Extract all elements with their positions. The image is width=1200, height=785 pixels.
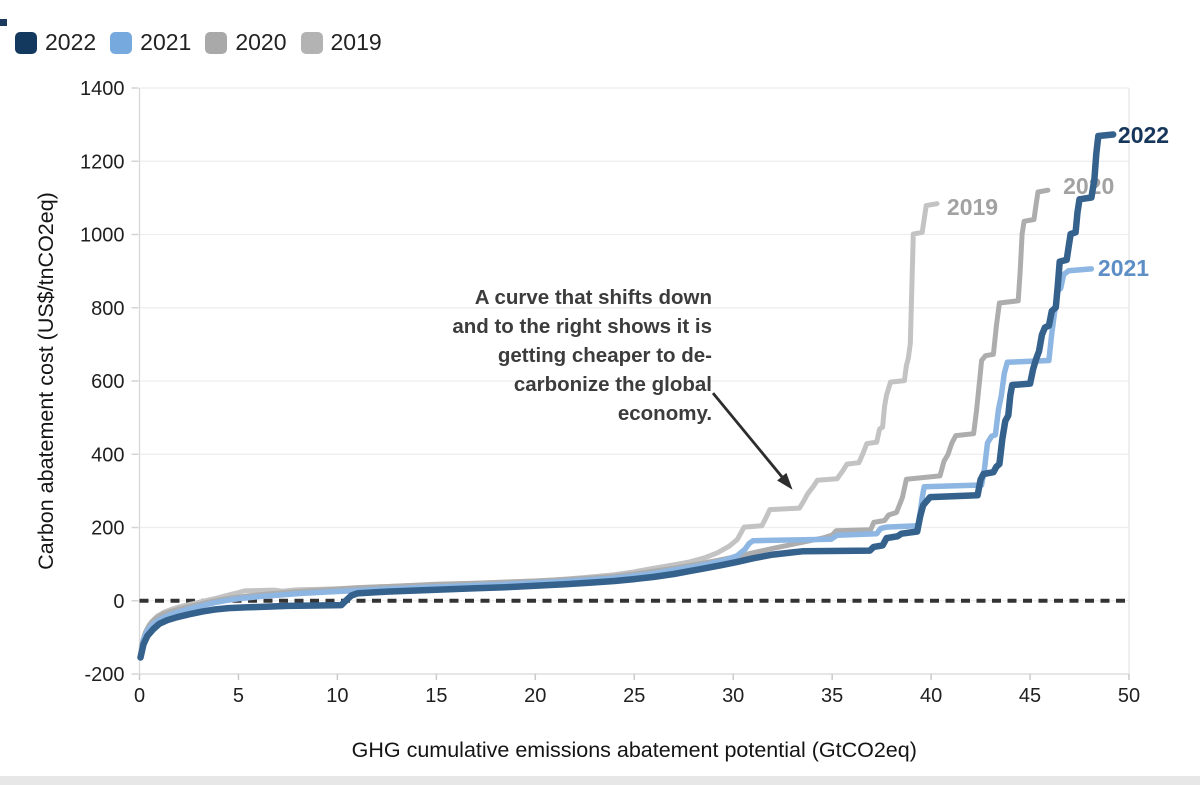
y-tick-label-400: 400 — [91, 444, 124, 466]
bottom-strip — [0, 776, 1200, 785]
legend-item-2020: 2020 — [205, 29, 287, 55]
series-line-2021 — [137, 266, 1095, 661]
curve-label-2021: 2021 — [1098, 255, 1149, 281]
corner-mark — [0, 19, 7, 26]
legend-swatch-2022 — [15, 31, 37, 54]
y-tick-label-0: 0 — [113, 591, 124, 613]
x-tick-label-5: 5 — [233, 685, 244, 707]
annotation-arrowhead — [777, 472, 793, 490]
y-tick-label-1200: 1200 — [80, 151, 125, 173]
y-tick-label-1400: 1400 — [80, 78, 125, 100]
legend-swatch-2020 — [205, 31, 228, 54]
x-tick-label-50: 50 — [1118, 685, 1140, 707]
y-tick-label-200: 200 — [91, 518, 124, 540]
x-tick-label-10: 10 — [326, 685, 348, 707]
legend-swatch-2019 — [300, 31, 323, 54]
legend-label-2021: 2021 — [140, 29, 192, 55]
y-tick-label-800: 800 — [91, 298, 124, 320]
x-tick-label-35: 35 — [821, 685, 843, 707]
series-line-2022 — [137, 131, 1117, 661]
annotation-arrow-line — [711, 392, 788, 484]
annotation-line-2: and to the right shows it is — [452, 315, 712, 338]
chart-legend: 2022 2021 2020 2019 — [15, 31, 382, 54]
annotation-line-1: A curve that shifts down — [475, 286, 712, 309]
x-tick-label-40: 40 — [920, 685, 942, 707]
legend-label-2020: 2020 — [235, 29, 287, 55]
x-tick-label-15: 15 — [425, 685, 447, 707]
legend-label-2022: 2022 — [45, 29, 97, 55]
y-tick-label-1000: 1000 — [80, 225, 125, 247]
annotation-line-4: carbonize the global — [514, 373, 712, 396]
x-tick-label-45: 45 — [1019, 685, 1041, 707]
x-axis-title: GHG cumulative emissions abatement poten… — [352, 738, 917, 762]
x-tick-label-20: 20 — [524, 685, 546, 707]
legend-item-2021: 2021 — [110, 31, 191, 54]
y-tick-label-600: 600 — [91, 371, 124, 393]
x-tick-label-30: 30 — [722, 685, 744, 707]
y-axis-title: Carbon abatement cost (US$/tnCO2eq) — [34, 192, 58, 570]
curve-label-2019: 2019 — [947, 194, 998, 220]
curve-label-2022: 2022 — [1118, 122, 1169, 148]
legend-swatch-2021 — [110, 31, 133, 54]
x-tick-label-25: 25 — [623, 685, 645, 707]
annotation-line-5: economy. — [618, 402, 712, 425]
x-tick-label-0: 0 — [134, 685, 145, 707]
legend-label-2019: 2019 — [330, 29, 382, 55]
y-tick-label--200: -200 — [84, 664, 124, 686]
legend-item-2022: 2022 — [15, 31, 96, 54]
legend-item-2019: 2019 — [300, 29, 382, 55]
annotation-line-3: getting cheaper to de- — [498, 344, 712, 367]
series-line-2019 — [138, 201, 940, 660]
